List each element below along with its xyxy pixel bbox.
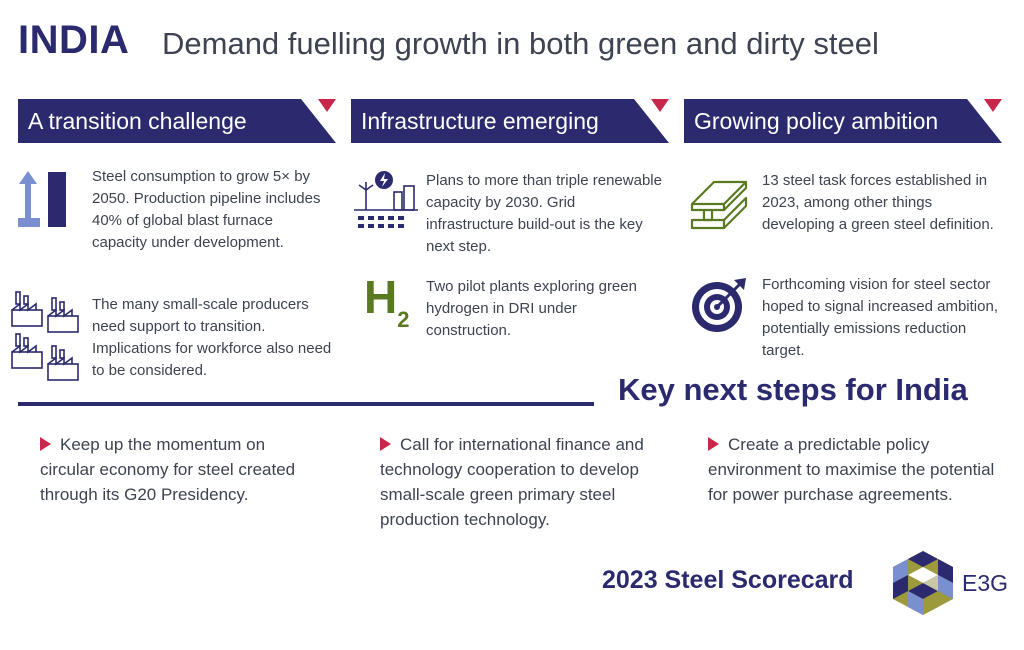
factories-icon [11, 291, 79, 381]
bullet-triangle-icon [380, 437, 391, 451]
item-small-scale-producers: The many small-scale producers need supp… [92, 296, 332, 379]
banner-infrastructure-emerging: Infrastructure emerging [351, 99, 669, 143]
corner-triangle-icon [651, 99, 669, 112]
e3g-wordmark: E3G [962, 570, 1009, 596]
target-icon [692, 278, 746, 332]
next-step-item: Create a predictable policy environment … [708, 435, 995, 504]
scorecard-label: 2023 Steel Scorecard [602, 566, 854, 594]
section-divider [18, 402, 594, 406]
corner-triangle-icon [984, 99, 1002, 112]
item-renewable-capacity: Plans to more than triple renewable capa… [426, 172, 662, 255]
e3g-logo-icon [893, 551, 953, 615]
next-step-item: Call for international finance and techn… [380, 435, 644, 529]
next-steps-title: Key next steps for India [618, 372, 968, 407]
page-headline: Demand fuelling growth in both green and… [162, 26, 879, 61]
hydrogen-icon: H2 [364, 271, 410, 332]
corner-triangle-icon [318, 99, 336, 112]
renewables-grid-icon [354, 171, 418, 228]
banner-transition-challenge: A transition challenge [18, 99, 336, 143]
steel-beam-icon [690, 180, 748, 230]
bullet-triangle-icon [40, 437, 51, 451]
item-forthcoming-vision: Forthcoming vision for steel sector hope… [762, 276, 998, 359]
item-consumption-growth: Steel consumption to grow 5× by 2050. Pr… [92, 168, 321, 251]
country-title: INDIA [18, 18, 130, 62]
growth-bar-arrow-icon [18, 171, 66, 227]
bullet-triangle-icon [708, 437, 719, 451]
next-step-item: Keep up the momentum on circular economy… [40, 435, 296, 504]
banner-policy-ambition: Growing policy ambition [684, 99, 1002, 143]
item-task-forces: 13 steel task forces established in 2023… [762, 172, 994, 233]
item-green-hydrogen: Two pilot plants exploring green hydroge… [426, 278, 637, 339]
